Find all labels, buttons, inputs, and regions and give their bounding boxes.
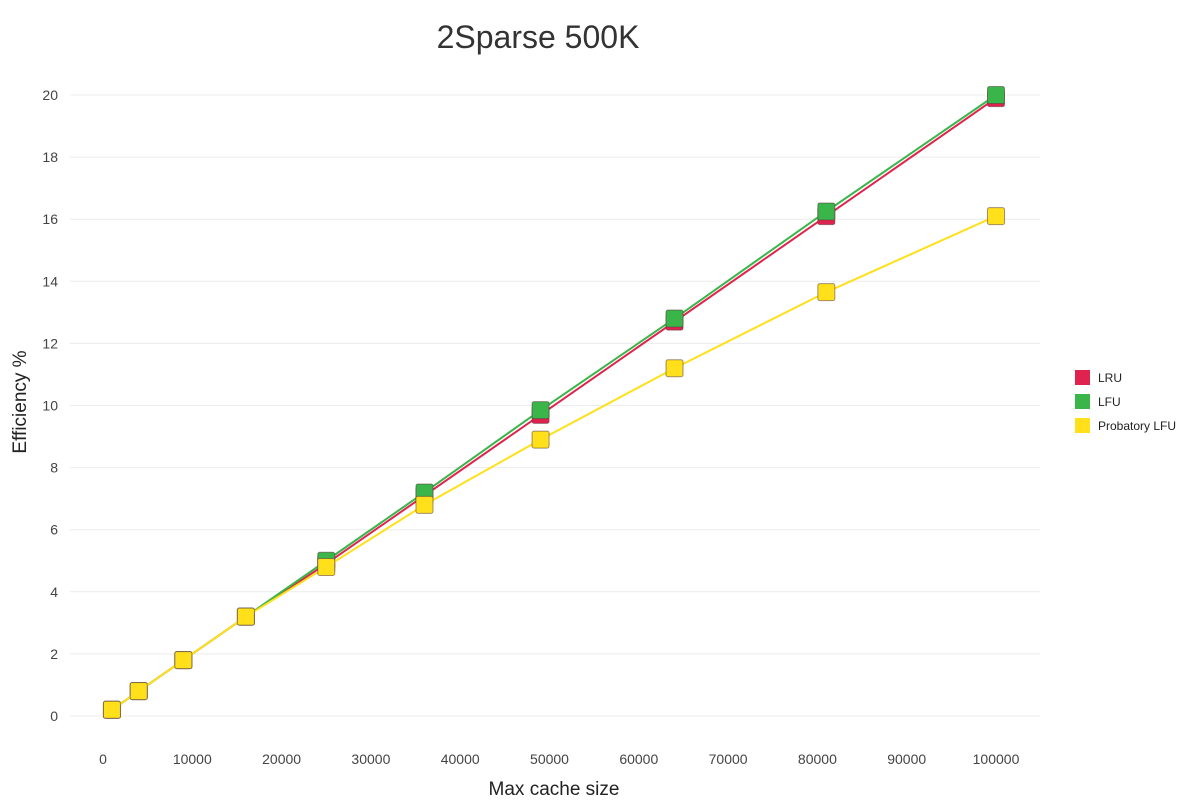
series-line [111,215,997,711]
legend-swatch [1075,370,1090,385]
data-point[interactable] [987,207,1005,226]
y-tick-label: 12 [42,335,58,351]
legend-item[interactable]: LFU [1075,394,1121,409]
data-point[interactable] [987,86,1005,104]
x-tick-label: 80000 [798,751,837,767]
data-point[interactable] [102,700,121,719]
data-point[interactable] [817,202,836,221]
x-tick-label: 50000 [530,751,569,767]
legend-swatch [1075,394,1090,409]
y-tick-label: 4 [50,584,58,600]
data-point[interactable] [317,557,336,576]
x-tick-label: 30000 [351,751,390,767]
y-axis-title: Efficiency % [10,350,31,453]
data-point[interactable] [174,651,193,670]
x-tick-label: 90000 [887,751,926,767]
legend-label: LRU [1098,371,1122,385]
y-tick-label: 0 [50,708,58,724]
x-tick-label: 0 [99,751,107,767]
legend-item[interactable]: LRU [1075,370,1122,385]
data-point[interactable] [415,495,434,514]
legend-label: Probatory LFU [1098,419,1176,433]
legend-item[interactable]: Probatory LFU [1075,418,1176,433]
data-point[interactable] [236,607,255,626]
y-tick-label: 18 [42,149,58,165]
x-tick-label: 100000 [973,751,1020,767]
legend-label: LFU [1098,395,1121,409]
y-tick-label: 2 [50,646,58,662]
data-point[interactable] [531,401,550,420]
data-point[interactable] [665,359,684,378]
axes: 0 2 4 6 8 10 12 14 16 18 20 0 10000 20000 30000 40000 50… [42,87,1019,767]
y-tick-label: 14 [42,273,58,289]
legend-swatch [1075,418,1090,433]
y-tick-label: 8 [50,460,58,476]
x-tick-label: 40000 [441,751,480,767]
y-tick-label: 10 [42,398,58,414]
y-tick-label: 20 [42,87,58,103]
x-tick-label: 60000 [619,751,658,767]
series-layer [102,86,1005,719]
data-point[interactable] [531,430,550,449]
x-axis-title: Max cache size [489,779,620,800]
y-tick-label: 6 [50,522,58,538]
x-tick-label: 20000 [262,751,301,767]
x-tick-label: 70000 [709,751,748,767]
chart-title: 2Sparse 500K [437,19,640,55]
legend: LRU LFU Probatory LFU [1075,370,1176,433]
data-point[interactable] [665,309,684,328]
x-tick-label: 10000 [173,751,212,767]
y-tick-label: 16 [42,211,58,227]
series-probatory-lfu [102,207,1005,719]
data-point[interactable] [129,682,148,701]
data-point[interactable] [817,283,836,302]
